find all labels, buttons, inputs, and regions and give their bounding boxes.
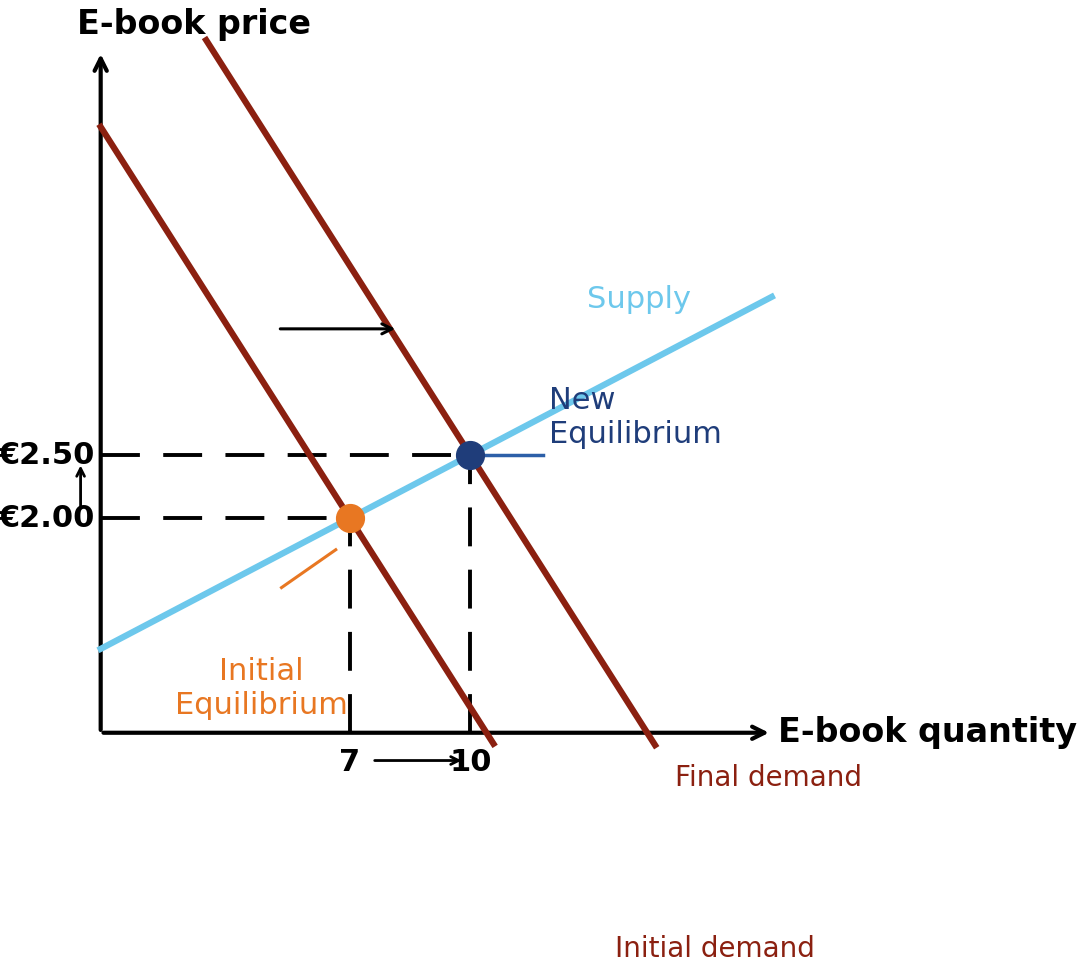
Text: 7: 7	[339, 748, 361, 777]
Text: Final demand: Final demand	[675, 764, 862, 792]
Text: 10: 10	[449, 748, 491, 777]
Text: Supply: Supply	[588, 285, 691, 314]
Text: €2.50: €2.50	[0, 441, 95, 469]
Text: €2.00: €2.00	[0, 504, 95, 533]
Text: E-book price: E-book price	[77, 8, 311, 41]
Text: New
Equilibrium: New Equilibrium	[549, 386, 721, 448]
Text: Initial
Equilibrium: Initial Equilibrium	[175, 657, 348, 719]
Text: E-book quantity: E-book quantity	[778, 717, 1077, 749]
Text: Initial demand: Initial demand	[615, 935, 815, 958]
